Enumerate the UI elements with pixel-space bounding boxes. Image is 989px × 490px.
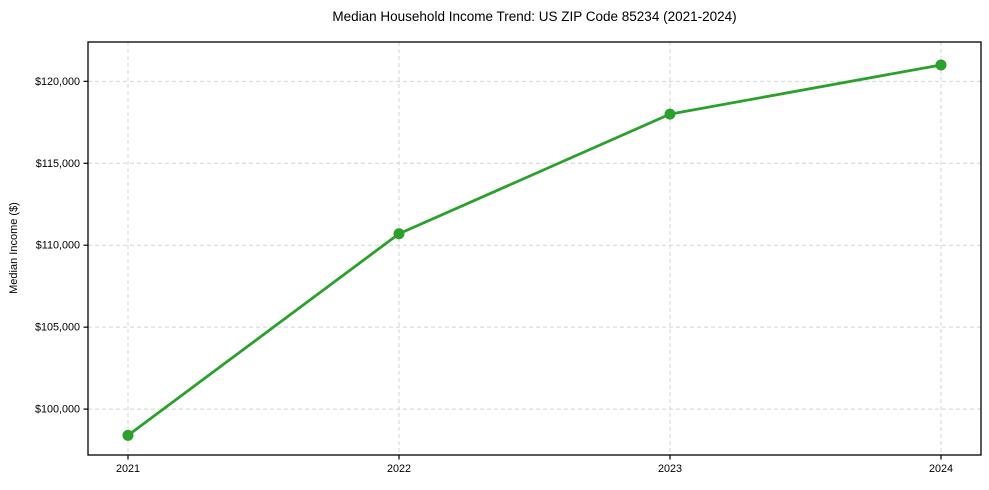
data-point-2022	[393, 228, 405, 240]
x-tick-label: 2024	[929, 463, 953, 475]
y-tick-label: $120,000	[35, 76, 80, 88]
trend-line	[127, 63, 942, 437]
y-tick-label: $110,000	[36, 240, 80, 252]
data-point-2024	[935, 59, 947, 71]
x-tick-label: 2022	[387, 463, 411, 475]
y-tick-label: $100,000	[35, 404, 80, 416]
x-tick-label: 2023	[658, 463, 682, 475]
chart-title: Median Household Income Trend: US ZIP Co…	[332, 9, 737, 24]
y-tick-label: $115,000	[36, 158, 80, 170]
y-tick-label: $105,000	[35, 322, 80, 334]
plot-border	[87, 41, 982, 456]
x-tick-label: 2021	[116, 463, 140, 475]
data-point-2023	[664, 108, 676, 120]
data-point-2021	[122, 429, 134, 441]
